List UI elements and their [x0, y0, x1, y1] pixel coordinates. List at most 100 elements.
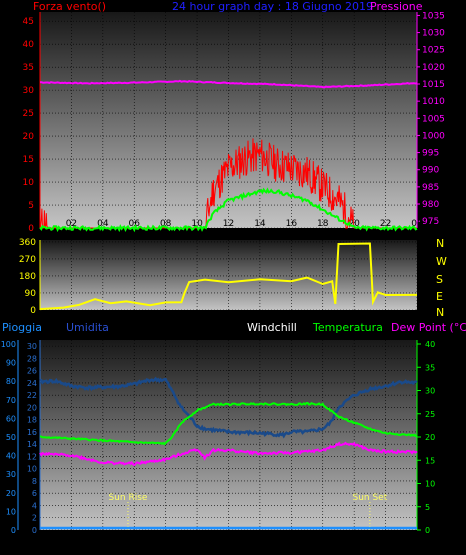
wind-tick-label: 20 [23, 132, 35, 142]
rain-tick-label: 90 [6, 359, 16, 368]
compass-label: S [436, 273, 443, 286]
pressure-tick-label: 1035 [422, 11, 445, 21]
right-tick-label: 5 [425, 503, 430, 512]
temperature-tick-label: 18 [27, 416, 37, 425]
temperature-tick-label: 10 [27, 465, 37, 474]
wind-label: Forza vento() [33, 0, 106, 13]
wind-tick-label: 25 [23, 109, 34, 119]
wind-tick-label: 10 [23, 178, 35, 188]
rain-tick-label: 80 [6, 377, 16, 386]
pressure-tick-label: 975 [422, 217, 439, 227]
compass-label: W [436, 255, 447, 268]
rain-tick-label: 50 [6, 433, 16, 442]
temperature-tick-label: 2 [32, 514, 37, 523]
wind-tick-label: 40 [23, 40, 35, 50]
pressure-tick-label: 985 [422, 183, 439, 193]
compass-label: N [436, 237, 444, 250]
pressure-tick-label: 995 [422, 149, 439, 159]
rain-tick-label: 30 [6, 470, 16, 479]
x-tick-label: 16 [286, 219, 298, 229]
wind-avg-line [39, 187, 418, 233]
rain-tick-label: 10 [6, 507, 16, 516]
sun-rise-label: Sun Rise [108, 493, 147, 503]
temperature-tick-label: 16 [27, 428, 37, 437]
direction-tick-label: 270 [19, 255, 36, 265]
x-tick-label: 14 [254, 537, 266, 547]
x-tick-label: 04 [97, 219, 109, 229]
x-tick-label: 02 [66, 219, 77, 229]
x-tick-label: 20 [348, 537, 360, 547]
temperature-tick-label: 28 [27, 354, 37, 363]
pressure-tick-label: 1030 [422, 29, 445, 39]
windchill-legend: Windchill [247, 321, 297, 334]
wind-tick-label: 0 [28, 224, 34, 234]
temperature-tick-label: 6 [32, 489, 37, 498]
rain-tick-label: 20 [6, 489, 16, 498]
wind-pressure-grid [40, 12, 418, 229]
pressure-tick-label: 1000 [422, 131, 445, 141]
x-tick-label: 22 [380, 219, 391, 229]
rain-legend: Pioggia [2, 321, 42, 334]
x-tick-label: 00 [411, 537, 423, 547]
x-tick-label: 16 [286, 537, 298, 547]
right-tick-label: 15 [425, 456, 435, 465]
x-tick-label: 06 [129, 537, 141, 547]
chart-title: 24 hour graph day : 18 Giugno 2019 [172, 0, 373, 13]
compass-label: N [436, 306, 444, 319]
rain-tick-label: 100 [1, 340, 16, 349]
direction-tick-label: 90 [25, 289, 37, 299]
wind-tick-label: 5 [28, 201, 34, 211]
right-tick-label: 25 [425, 410, 435, 419]
right-tick-label: 40 [425, 340, 435, 349]
humidity-line [39, 376, 418, 439]
sun-set-label: Sun Set [352, 493, 387, 503]
pressure-label: Pressione [370, 0, 423, 13]
temperature-line [39, 401, 417, 446]
temperature-series: Sun Rise Sun Set [39, 376, 418, 530]
dewpoint-legend: Dew Point (°C) [391, 321, 466, 334]
right-tick-label: 30 [425, 387, 435, 396]
direction-tick-label: 360 [19, 238, 36, 248]
humidity-legend: Umidita [66, 321, 109, 334]
x-tick-label: 10 [191, 219, 203, 229]
pressure-tick-label: 1015 [422, 80, 445, 90]
x-tick-label: 18 [317, 537, 329, 547]
temperature-tick-label: 12 [27, 452, 37, 461]
temperature-tick-label: 20 [27, 403, 37, 412]
direction-tick-label: 0 [30, 306, 36, 316]
pressure-tick-label: 1025 [422, 46, 445, 56]
temperature-plot-area [40, 340, 417, 530]
rain-tick-label: 70 [6, 396, 16, 405]
pressure-tick-label: 1005 [422, 114, 445, 124]
temperature-tick-label: 26 [27, 367, 37, 376]
x-tick-label: 08 [160, 537, 172, 547]
direction-line [39, 242, 418, 311]
pressure-tick-label: 1010 [422, 97, 445, 107]
wind-pressure-axes: 0510152025303540459759809859909951000100… [23, 11, 446, 234]
wind-direction-series [39, 242, 418, 311]
temperature-tick-label: 8 [32, 477, 37, 486]
wind-tick-label: 30 [23, 86, 35, 96]
dewpoint-line [39, 441, 418, 467]
rain-tick-label: 60 [6, 414, 16, 423]
x-tick-label: 04 [97, 537, 109, 547]
x-tick-label: 22 [380, 537, 391, 547]
right-tick-label: 35 [425, 363, 435, 372]
rain-tick-label: 0 [11, 526, 16, 535]
pressure-line [40, 79, 418, 89]
temperature-tick-label: 30 [27, 342, 37, 351]
x-tick-label: 10 [191, 537, 203, 547]
temperature-tick-label: 4 [32, 501, 37, 510]
compass-label: E [436, 290, 443, 303]
x-tick-label: 12 [223, 219, 234, 229]
pressure-tick-label: 1020 [422, 63, 445, 73]
wind-tick-label: 15 [23, 155, 34, 165]
x-tick-label: 06 [129, 219, 141, 229]
x-tick-label: 14 [254, 219, 266, 229]
temperature-tick-label: 22 [27, 391, 37, 400]
right-tick-label: 0 [425, 526, 430, 535]
x-tick-label: 08 [160, 219, 172, 229]
temperature-tick-label: 14 [27, 440, 37, 449]
